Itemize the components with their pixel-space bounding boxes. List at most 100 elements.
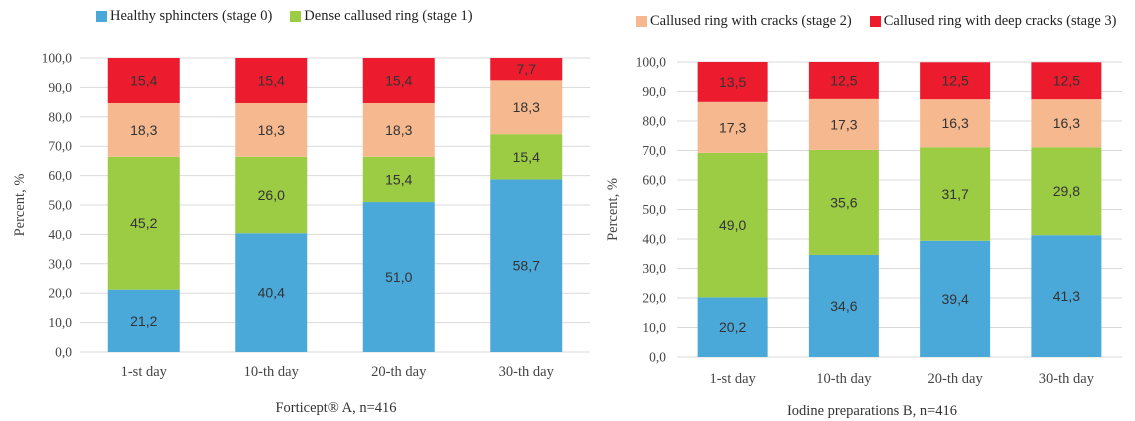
- bar-segment-stage3: [107, 58, 180, 103]
- bar-segment-stage1: [490, 134, 563, 180]
- y-tick-label: 40,0: [642, 232, 666, 247]
- data-label-stage2: 17,3: [830, 116, 857, 132]
- data-label-stage0: 51,0: [385, 269, 412, 285]
- x-tick-label: 1-st day: [709, 371, 756, 387]
- data-label-stage2: 18,3: [258, 122, 285, 138]
- data-label-stage2: 18,3: [385, 122, 412, 138]
- y-tick-label: 10,0: [48, 315, 72, 330]
- y-tick-label: 70,0: [48, 139, 72, 154]
- y-tick-label: 0,0: [55, 345, 72, 360]
- bar-segment-stage1: [808, 149, 879, 255]
- bar-segment-stage2: [1031, 99, 1102, 148]
- data-label-stage3: 12,5: [942, 73, 969, 89]
- data-label-stage1: 15,4: [385, 171, 412, 187]
- legend-item-stage1: Dense callused ring (stage 1): [290, 8, 473, 25]
- y-tick-label: 90,0: [642, 84, 666, 99]
- y-tick-label: 60,0: [48, 168, 72, 183]
- data-label-stage3: 15,4: [130, 72, 157, 88]
- data-label-stage0: 20,2: [719, 319, 746, 335]
- y-axis-label: Percent, %: [605, 178, 621, 241]
- legend-swatch-stage0: [96, 11, 107, 22]
- bar-segment-stage0: [490, 179, 563, 352]
- bar-segment-stage2: [697, 101, 768, 153]
- legend-item-stage2: Callused ring with cracks (stage 2): [636, 13, 852, 30]
- bar-segment-stage3: [697, 62, 768, 102]
- x-tick-label: 1-st day: [121, 364, 168, 380]
- bar-segment-stage0: [697, 297, 768, 357]
- bar-segment-stage0: [808, 254, 879, 357]
- y-tick-label: 20,0: [48, 286, 72, 301]
- bar-segment-stage0: [920, 240, 991, 357]
- data-label-stage3: 15,4: [258, 72, 285, 88]
- bar-segment-stage1: [920, 147, 991, 241]
- chart-forticept: 0,0 10,0 20,0 30,0 40,0 50,0 60,0 70,0 80,0 90,0 1…: [12, 51, 590, 380]
- data-label-stage0: 21,2: [130, 313, 157, 329]
- data-label-stage1: 49,0: [719, 217, 746, 233]
- data-label-stage3: 12,5: [1053, 73, 1080, 89]
- data-label-stage0: 40,4: [258, 285, 285, 301]
- bar-segment-stage3: [1031, 62, 1102, 100]
- y-tick-label: 10,0: [642, 320, 666, 335]
- data-label-stage3: 15,4: [385, 72, 412, 88]
- y-tick-label: 30,0: [48, 256, 72, 271]
- data-label-stage2: 18,3: [130, 122, 157, 138]
- y-tick-label: 100,0: [42, 51, 73, 66]
- y-axis-label: Percent, %: [12, 174, 28, 237]
- data-label-stage2: 16,3: [942, 115, 969, 131]
- data-label-stage0: 39,4: [942, 291, 969, 307]
- x-tick-label: 10-th day: [244, 364, 300, 380]
- data-label-stage3: 12,5: [830, 72, 857, 88]
- y-tick-label: 50,0: [642, 202, 666, 217]
- x-tick-label: 20-th day: [928, 371, 984, 387]
- bar-segment-stage2: [107, 102, 180, 157]
- bar-segment-stage0: [1031, 235, 1102, 357]
- legend-label-stage3: Callused ring with deep cracks (stage 3): [883, 13, 1117, 29]
- bar-segment-stage2: [490, 80, 563, 135]
- bar-segment-stage1: [362, 156, 435, 203]
- data-label-stage3: 13,5: [719, 74, 746, 90]
- bar-segment-stage2: [235, 102, 308, 157]
- y-tick-label: 80,0: [642, 114, 666, 129]
- y-tick-label: 70,0: [642, 143, 666, 158]
- legend-swatch-stage1: [290, 11, 302, 22]
- y-tick-label: 50,0: [48, 198, 72, 213]
- bar-segment-stage3: [362, 58, 435, 103]
- bar-segment-stage3: [920, 62, 991, 100]
- chart-title-iodine: Iodine preparations B, n=416: [786, 403, 958, 419]
- bar-segment-stage2: [808, 98, 879, 150]
- x-tick-label: 30-th day: [1039, 371, 1095, 387]
- bar-segment-stage3: [235, 58, 308, 103]
- x-tick-label: 10-th day: [816, 371, 872, 387]
- bar-segment-stage1: [235, 156, 308, 234]
- chart-title-forticept: Forticept® A, n=416: [275, 400, 397, 416]
- legend-right: Callused ring with cracks (stage 2) Call…: [636, 13, 1134, 30]
- legend-label-stage0: Healthy sphincters (stage 0): [110, 8, 273, 24]
- legend-swatch-stage3: [869, 16, 881, 27]
- y-tick-label: 90,0: [48, 80, 72, 95]
- legend-swatch-stage2: [636, 16, 647, 27]
- data-label-stage2: 18,3: [513, 99, 540, 115]
- data-label-stage3: 7,7: [517, 61, 537, 77]
- bar-segment-stage2: [362, 102, 435, 157]
- x-tick-label: 20-th day: [371, 364, 427, 380]
- legend-label-stage2: Callused ring with cracks (stage 2): [650, 13, 852, 29]
- data-label-stage1: 29,8: [1053, 183, 1080, 199]
- legend-left: Healthy sphincters (stage 0) Dense callu…: [96, 8, 491, 25]
- chart-iodine: 0,0 10,0 20,0 30,0 40,0 50,0 60,0 70,0 80,0 90,0 1…: [605, 55, 1122, 387]
- y-tick-label: 40,0: [48, 227, 72, 242]
- data-label-stage1: 15,4: [513, 149, 540, 165]
- y-tick-label: 80,0: [48, 109, 72, 124]
- bar-segment-stage1: [107, 156, 180, 290]
- data-label-stage1: 35,6: [830, 194, 857, 210]
- y-tick-label: 20,0: [642, 291, 666, 306]
- data-label-stage0: 34,6: [830, 298, 857, 314]
- bar-segment-stage1: [697, 152, 768, 298]
- data-label-stage1: 31,7: [942, 186, 969, 202]
- data-label-stage0: 58,7: [513, 258, 540, 274]
- legend-item-stage0: Healthy sphincters (stage 0): [96, 8, 272, 25]
- x-tick-label: 30-th day: [499, 364, 555, 380]
- data-label-stage2: 16,3: [1053, 115, 1080, 131]
- y-tick-label: 30,0: [642, 261, 666, 276]
- bar-segment-stage3: [490, 58, 563, 81]
